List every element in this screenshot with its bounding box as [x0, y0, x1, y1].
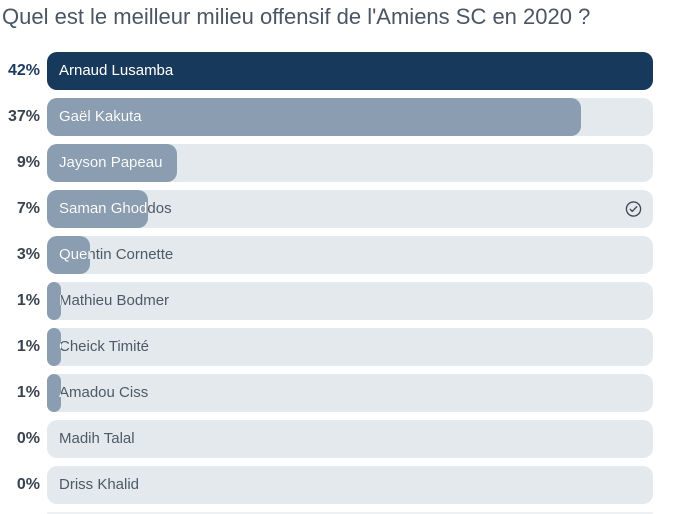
option-name: Arnaud Lusamba: [59, 62, 174, 79]
option-percent: 1%: [16, 384, 40, 401]
poll-option-row[interactable]: 1% Amadou Ciss Amadou Ciss: [0, 374, 653, 412]
option-bar-fill: [47, 328, 62, 366]
poll-option-row[interactable]: 1% Cheick Timité Cheick Timité: [0, 328, 653, 366]
poll-option-row[interactable]: 42% Arnaud Lusamba Arnaud Lusamba: [0, 52, 653, 90]
option-bar-track[interactable]: Cheick Timité Cheick Timité: [47, 328, 653, 366]
poll-results-list: 42% Arnaud Lusamba Arnaud Lusamba 37% Ga…: [0, 52, 688, 504]
option-name-overlay: Gaël Kakuta: [59, 108, 142, 125]
option-name-overlay: Amadou Ciss: [59, 374, 61, 412]
option-bar-fill: [47, 52, 653, 90]
option-bar-track[interactable]: Mathieu Bodmer Mathieu Bodmer: [47, 282, 653, 320]
option-percent: 3%: [16, 246, 40, 263]
poll-option-row[interactable]: 1% Mathieu Bodmer Mathieu Bodmer: [0, 282, 653, 320]
option-percent: 1%: [16, 338, 40, 355]
option-bar-fill: [47, 282, 62, 320]
option-percent: 1%: [16, 292, 40, 309]
option-bar-fill: [47, 190, 148, 228]
option-name: Gaël Kakuta: [59, 108, 142, 125]
option-percent: 37%: [7, 108, 40, 125]
option-name-overlay: Jayson Papeau: [59, 154, 163, 171]
option-bar-clip: Gaël Kakuta: [47, 98, 581, 136]
option-name-overlay: Saman Ghoddos: [59, 200, 148, 217]
check-circle-icon: [625, 201, 642, 218]
option-name-overlay: Cheick Timité: [59, 328, 61, 366]
option-name: Saman Ghoddos: [59, 200, 172, 217]
option-percent: 0%: [16, 430, 40, 447]
option-name: Quentin Cornette: [59, 246, 174, 263]
option-bar-track[interactable]: Arnaud Lusamba Arnaud Lusamba: [47, 52, 653, 90]
option-name: Amadou Ciss: [59, 384, 149, 401]
option-bar-track[interactable]: Quentin Cornette Quentin Cornette: [47, 236, 653, 274]
poll-option-row[interactable]: 37% Gaël Kakuta Gaël Kakuta: [0, 98, 653, 136]
poll-option-row[interactable]: 9% Jayson Papeau Jayson Papeau: [0, 144, 653, 182]
option-bar-track[interactable]: Madih Talal Madih Talal: [47, 420, 653, 458]
poll-question: Quel est le meilleur milieu offensif de …: [2, 4, 591, 29]
option-name: Driss Khalid: [59, 476, 140, 493]
option-name: Cheick Timité: [59, 338, 150, 355]
option-percent: 7%: [16, 200, 40, 217]
option-percent: 42%: [7, 62, 40, 79]
poll-option-row[interactable]: 0% Driss Khalid Driss Khalid: [0, 466, 653, 504]
option-bar-fill: [47, 236, 91, 274]
poll-option-row[interactable]: 0% Madih Talal Madih Talal: [0, 420, 653, 458]
option-bar-clip: Amadou Ciss: [47, 374, 61, 412]
option-bar-clip: Jayson Papeau: [47, 144, 177, 182]
option-bar-track[interactable]: Gaël Kakuta Gaël Kakuta: [47, 98, 653, 136]
option-name: Madih Talal: [59, 430, 135, 447]
option-percent: 9%: [16, 154, 40, 171]
option-bar-clip: Arnaud Lusamba: [47, 52, 653, 90]
option-bar-track[interactable]: Amadou Ciss Amadou Ciss: [47, 374, 653, 412]
option-name-overlay: Quentin Cornette: [59, 246, 90, 263]
option-bar-track[interactable]: Driss Khalid Driss Khalid: [47, 466, 653, 504]
option-bar-fill: [47, 374, 62, 412]
option-bar-fill: [47, 144, 177, 182]
poll-option-row[interactable]: 7% Saman Ghoddos Saman Ghoddos: [0, 190, 653, 228]
option-bar-clip: Quentin Cornette: [47, 236, 90, 274]
option-bar-clip: Saman Ghoddos: [47, 190, 148, 228]
option-bar-track[interactable]: Saman Ghoddos Saman Ghoddos: [47, 190, 653, 228]
option-bar-track[interactable]: Jayson Papeau Jayson Papeau: [47, 144, 653, 182]
poll-option-row[interactable]: 3% Quentin Cornette Quentin Cornette: [0, 236, 653, 274]
option-name-overlay: Arnaud Lusamba: [59, 62, 174, 79]
option-bar-clip: Mathieu Bodmer: [47, 282, 61, 320]
option-bar-fill: [47, 98, 581, 136]
option-bar-clip: Cheick Timité: [47, 328, 61, 366]
option-percent: 0%: [16, 476, 40, 493]
option-name-overlay: Mathieu Bodmer: [59, 282, 61, 320]
option-name: Jayson Papeau: [59, 154, 163, 171]
option-name: Mathieu Bodmer: [59, 292, 170, 309]
